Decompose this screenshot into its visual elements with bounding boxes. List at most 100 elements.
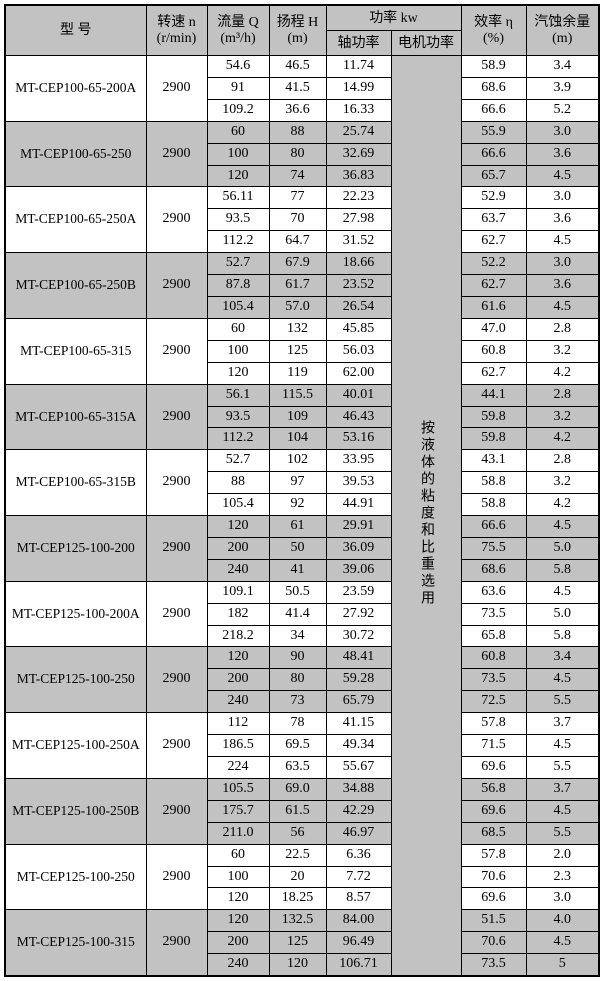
efficiency-cell: 52.2 [460,252,527,276]
efficiency-cell: 58.9 [460,55,527,78]
shaft-power-cell: 55.67 [325,756,392,779]
shaft-power-cell: 44.91 [325,493,392,517]
header-model: 型 号 [4,4,147,56]
head-cell: 18.25 [268,887,327,911]
flow-cell: 240 [206,953,270,977]
flow-cell: 105.5 [206,777,270,801]
shaft-power-cell: 40.01 [325,383,392,407]
efficiency-cell: 65.7 [460,164,527,188]
table-row: 224 63.5 55.67 69.6 5.5 [5,756,600,779]
header-head-unit: (m) [287,30,308,46]
efficiency-cell: 69.6 [460,799,527,823]
shaft-power-cell: 23.59 [325,580,392,604]
flow-cell: 56.11 [206,186,270,210]
npsh-cell: 3.2 [525,405,600,429]
head-cell: 56 [268,821,327,845]
efficiency-cell: 68.5 [460,821,527,845]
table-row: 200 80 59.28 73.5 4.5 [5,668,600,692]
flow-cell: 60 [206,843,270,867]
speed-cell: 2900 [145,646,208,714]
flow-cell: 112.2 [206,230,270,254]
table-row: MT-CEP100-65-315 2900 60 132 45.85 47.0 2.8 [4,317,600,385]
table-row: 182 41.4 27.92 73.5 5.0 [5,602,600,626]
model-cell: MT-CEP100-65-250B [4,252,147,319]
efficiency-cell: 59.8 [460,427,527,451]
efficiency-cell: 43.1 [460,449,527,473]
flow-cell: 56.1 [206,383,270,407]
flow-cell: 112 [206,712,270,736]
shaft-power-cell: 36.83 [325,164,392,188]
efficiency-cell: 57.8 [460,712,527,736]
npsh-cell: 4.5 [525,230,600,254]
shaft-power-cell: 48.41 [325,646,392,670]
efficiency-cell: 61.6 [460,295,527,319]
motor-power-note-cell: 按液体的粘度和比重选用 [390,55,462,977]
efficiency-cell: 65.8 [460,624,527,648]
npsh-cell: 3.0 [525,120,600,144]
head-cell: 80 [268,142,327,166]
speed-cell: 2900 [145,909,208,977]
flow-cell: 100 [206,142,270,166]
flow-cell: 105.4 [206,295,270,319]
table-row: 218.2 34 30.72 65.8 5.8 [5,624,600,648]
model-cell: MT-CEP100-65-315A [4,383,147,451]
flow-cell: 240 [206,558,270,582]
shaft-power-cell: 106.71 [325,953,392,977]
head-cell: 70 [268,208,327,232]
npsh-cell: 2.8 [525,383,600,407]
header-npsh-unit: (m) [552,30,573,46]
head-cell: 20 [268,865,327,889]
efficiency-cell: 58.8 [460,493,527,517]
table-row: 240 41 39.06 68.6 5.8 [5,558,600,582]
efficiency-cell: 72.5 [460,690,527,714]
table-row: 175.7 61.5 42.29 69.6 4.5 [5,799,600,823]
flow-cell: 240 [206,690,270,714]
efficiency-cell: 66.6 [460,515,527,538]
table-row: MT-CEP125-100-250 2900 120 90 48.41 60.8 3.4 [4,646,600,714]
shaft-power-cell: 56.03 [325,339,392,363]
header-motor-power-label: 电机功率 [398,35,454,51]
table-row: MT-CEP100-65-250A 2900 56.11 77 22.23 52.9 3.0 [4,186,600,254]
header-head: 扬程 H (m) [268,4,327,56]
head-cell: 102 [268,449,327,473]
header-speed-unit: (r/min) [156,30,197,46]
flow-cell: 120 [206,164,270,188]
flow-cell: 211.0 [206,821,270,845]
shaft-power-cell: 39.53 [325,471,392,495]
model-cell: MT-CEP125-100-250A [4,712,147,779]
npsh-cell: 4.2 [525,493,600,517]
pump-spec-table: 型 号 转速 n (r/min) 流量 Q (m³/h) 扬程 H (m) 功率… [4,4,600,978]
table-row: 240 73 65.79 72.5 5.5 [5,690,600,714]
flow-cell: 200 [206,536,270,560]
flow-cell: 120 [206,646,270,670]
head-cell: 61.7 [268,274,327,297]
head-cell: 120 [268,953,327,977]
shaft-power-cell: 41.15 [325,712,392,736]
head-cell: 46.5 [268,55,327,78]
header-row-2: 轴功率 电机功率 [5,30,599,56]
table-row: 100 125 56.03 60.8 3.2 [5,339,600,363]
model-cell: MT-CEP125-100-200A [4,580,147,648]
npsh-cell: 5.0 [525,536,600,560]
npsh-cell: 3.6 [525,208,600,232]
npsh-cell: 5 [525,953,600,977]
header-head-label: 扬程 H [276,14,319,30]
flow-cell: 109.2 [206,98,270,122]
efficiency-cell: 44.1 [460,383,527,407]
head-cell: 132.5 [268,909,327,933]
shaft-power-cell: 27.92 [325,602,392,626]
head-cell: 73 [268,690,327,714]
header-power: 功率 kw [325,4,462,31]
model-cell: MT-CEP125-100-315 [4,909,147,977]
header-shaft-power: 轴功率 [325,30,392,56]
npsh-cell: 4.0 [525,909,600,933]
shaft-power-cell: 34.88 [325,777,392,801]
header-npsh: 汽蚀余量 (m) [525,4,600,56]
shaft-power-cell: 18.66 [325,252,392,276]
flow-cell: 218.2 [206,624,270,648]
efficiency-cell: 73.5 [460,953,527,977]
efficiency-cell: 55.9 [460,120,527,144]
header-flow: 流量 Q (m³/h) [206,4,270,56]
flow-cell: 175.7 [206,799,270,823]
efficiency-cell: 68.6 [460,558,527,582]
